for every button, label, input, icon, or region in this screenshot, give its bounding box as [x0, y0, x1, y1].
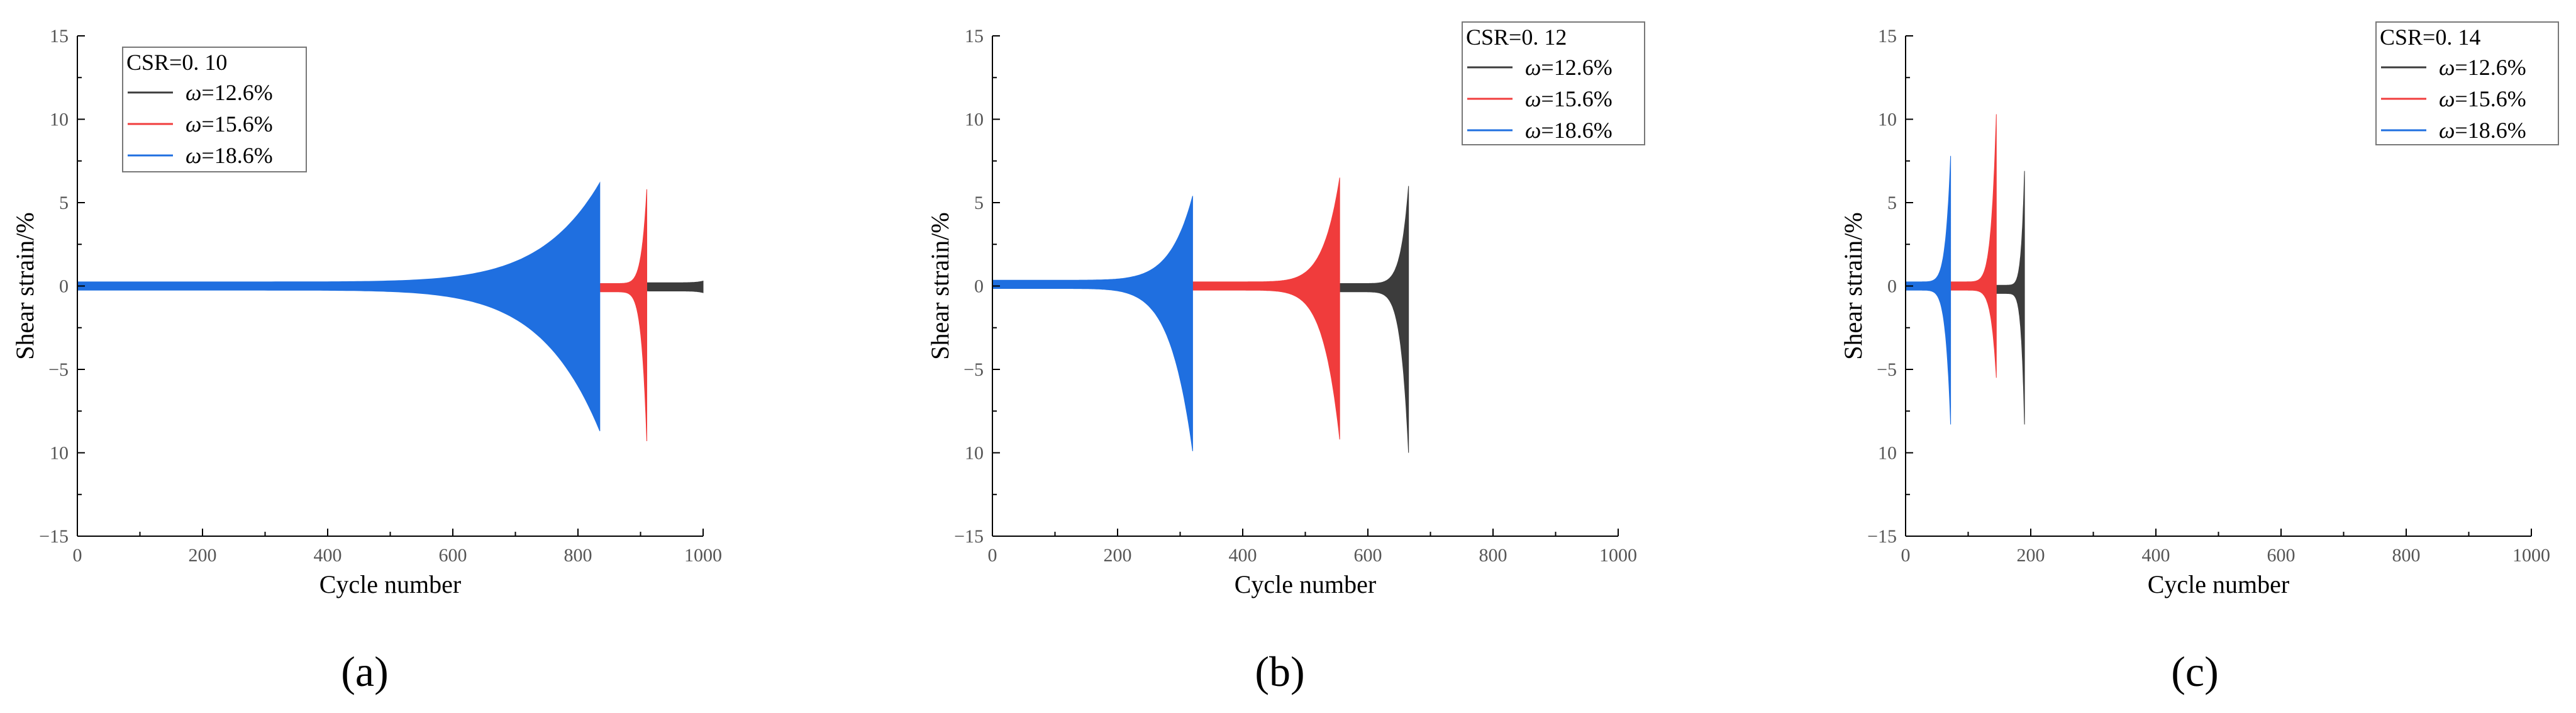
series-envelope-omega-12.6pct: [647, 281, 704, 293]
legend-entry-value: =12.6%: [1541, 55, 1612, 80]
x-tick-label: 1000: [684, 545, 722, 566]
x-tick-label: 400: [2142, 545, 2170, 566]
legend-box: [1462, 21, 1645, 145]
x-tick-label: 400: [314, 545, 342, 566]
panel-label: (c): [2171, 648, 2218, 695]
x-tick-label: 600: [439, 545, 467, 566]
x-tick-label: 800: [1479, 545, 1507, 566]
y-tick-label: 15: [1878, 26, 1897, 47]
x-tick-label: 600: [1354, 545, 1382, 566]
legend: CSR=0. 12 ω=12.6% ω=15.6% ω=18.6%: [1462, 21, 1645, 145]
x-tick-label: 200: [2017, 545, 2045, 566]
x-axis-title: Cycle number: [319, 570, 462, 598]
y-tick-label: 10: [1878, 109, 1897, 130]
legend-box: [122, 47, 307, 172]
panel-label: (b): [1255, 648, 1304, 695]
y-tick-label: 5: [1887, 193, 1897, 213]
legend-entry-label: ω=18.6%: [186, 143, 273, 168]
legend-entry-label: ω=12.6%: [1525, 55, 1613, 80]
legend-entry-value: =18.6%: [201, 143, 272, 168]
y-axis-title: Shear strain/%: [1839, 212, 1867, 359]
legend-entry-label: ω=15.6%: [186, 111, 273, 137]
x-tick-label: 800: [2392, 545, 2421, 566]
legend-entry-label: ω=12.6%: [186, 80, 273, 105]
legend-entry-value: =18.6%: [1541, 118, 1612, 143]
y-tick-label: 10: [965, 109, 984, 130]
legend-entry-value: =18.6%: [2455, 118, 2526, 143]
x-axis-title: Cycle number: [1235, 570, 1377, 598]
y-axis-title: Shear strain/%: [11, 212, 39, 359]
x-tick-label: 200: [189, 545, 217, 566]
y-tick-label: −15: [954, 526, 984, 547]
y-tick-label: −5: [48, 359, 69, 380]
legend-entry-value: =15.6%: [2455, 86, 2526, 111]
chart-panel-2: 0 200 400 600 800 1000 −15 10 −5 0 5 10 15 Cycle numb…: [926, 21, 1645, 695]
panel-label: (a): [341, 648, 388, 695]
y-tick-label: −5: [1877, 359, 1897, 380]
legend-entry-label: ω=12.6%: [2439, 55, 2526, 80]
x-tick-label: 0: [988, 545, 997, 566]
y-tick-label: 15: [50, 26, 69, 47]
x-tick-label: 1000: [2512, 545, 2550, 566]
series-envelope-omega-18.6pct: [77, 181, 601, 432]
series-envelope-omega-15.6pct: [599, 189, 647, 442]
y-tick-label: 15: [965, 26, 984, 47]
y-tick-label: −15: [1867, 526, 1897, 547]
y-tick-label: −5: [963, 359, 984, 380]
y-tick-label: 5: [974, 193, 984, 213]
legend-entry-value: =12.6%: [201, 80, 272, 105]
chart-panel-1: 0 200 400 600 800 1000 −15 10 −5 0 5 10 15 Cycle numb…: [11, 26, 722, 695]
legend: CSR=0. 10 ω=12.6% ω=15.6% ω=18.6%: [122, 47, 307, 172]
y-tick-label: −15: [39, 526, 69, 547]
legend-box: [2375, 21, 2559, 145]
y-tick-label: 0: [974, 276, 984, 297]
series-envelope-omega-15.6pct: [1192, 177, 1340, 440]
chart-panel-3: 0 200 400 600 800 1000 −15 10 −5 0 5 10 15 Cycle numb…: [1839, 21, 2559, 695]
x-tick-label: 800: [564, 545, 592, 566]
legend-entry-label: ω=18.6%: [1525, 118, 1613, 143]
x-axis-title: Cycle number: [2148, 570, 2290, 598]
y-tick-label: 10: [965, 443, 984, 464]
legend-title: CSR=0. 12: [1466, 25, 1567, 50]
legend-entry-value: =12.6%: [2455, 55, 2526, 80]
series-envelope-omega-18.6pct: [992, 196, 1193, 451]
legend-entry-value: =15.6%: [1541, 86, 1612, 111]
y-tick-label: 10: [1878, 443, 1897, 464]
series-envelope-omega-12.6pct: [1339, 186, 1409, 453]
series-envelope-omega-18.6pct: [1905, 155, 1951, 425]
x-tick-label: 600: [2267, 545, 2296, 566]
y-tick-label: 0: [1887, 276, 1897, 297]
y-tick-label: 5: [59, 193, 69, 213]
x-tick-label: 0: [73, 545, 82, 566]
legend-entry-label: ω=15.6%: [1525, 86, 1613, 111]
legend-entry-label: ω=15.6%: [2439, 86, 2526, 111]
x-tick-label: 200: [1104, 545, 1132, 566]
y-tick-label: 10: [50, 109, 69, 130]
x-tick-label: 0: [1901, 545, 1911, 566]
series-envelope-omega-15.6pct: [1950, 114, 1997, 378]
legend-title: CSR=0. 14: [2380, 25, 2480, 50]
legend: CSR=0. 14 ω=12.6% ω=15.6% ω=18.6%: [2375, 21, 2559, 145]
x-tick-label: 1000: [1599, 545, 1637, 566]
y-tick-label: 10: [50, 443, 69, 464]
x-tick-label: 400: [1229, 545, 1257, 566]
legend-entry-value: =15.6%: [201, 111, 272, 137]
legend-title: CSR=0. 10: [126, 50, 227, 75]
y-tick-label: 0: [59, 276, 69, 297]
series-envelope-omega-12.6pct: [1996, 171, 2025, 425]
legend-entry-label: ω=18.6%: [2439, 118, 2526, 143]
y-axis-title: Shear strain/%: [926, 212, 954, 359]
